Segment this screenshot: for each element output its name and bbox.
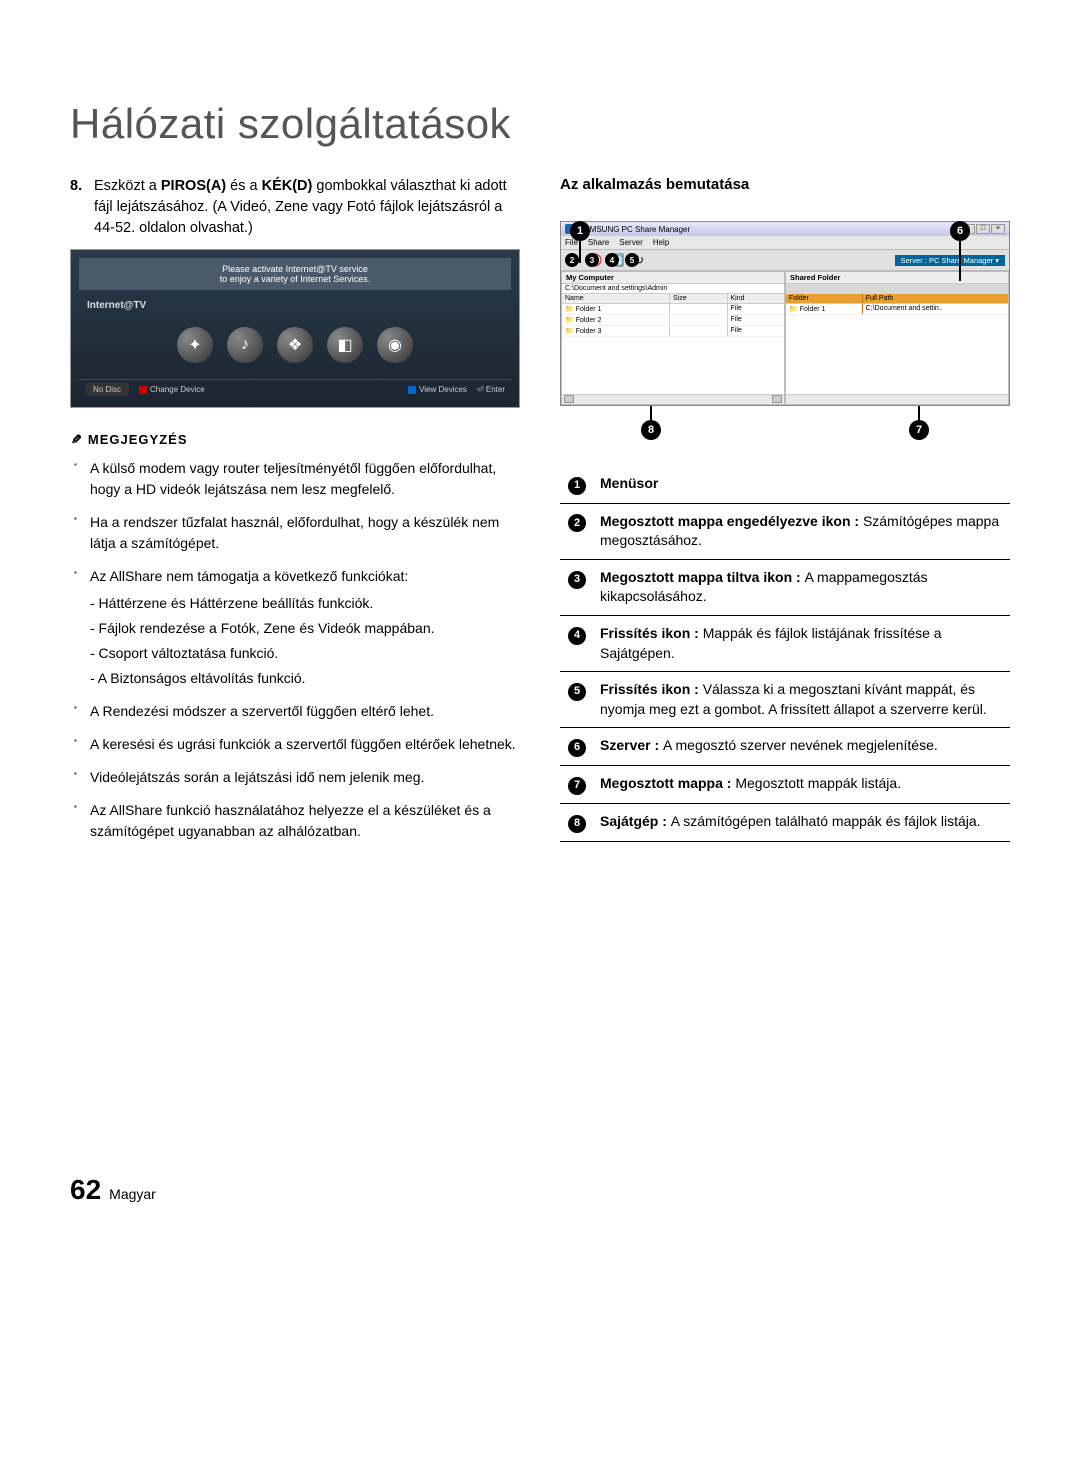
internet-tv-label: Internet@TV [79,296,511,315]
my-computer-panel: My Computer C:\Document and settings\Adm… [561,271,785,405]
legend-table: 1Menüsor2Megosztott mappa engedélyezve i… [560,466,1010,842]
no-disc-label: No Disc [85,383,129,396]
panel-head-left: My Computer [566,273,614,282]
callout-6: 6 [950,221,970,241]
enter-label: ⏎ Enter [477,385,505,394]
note-item: Az AllShare nem támogatja a következő fu… [70,566,520,689]
note-item: Ha a rendszer tűzfalat használ, előfordu… [70,512,520,554]
file-row[interactable]: Folder 2File [562,315,784,326]
app-title: SAMSUNG PC Share Manager [579,225,690,234]
menu-server[interactable]: Server [619,238,643,247]
shared-row[interactable]: Folder 1C:\Document and settin.. [786,304,1008,315]
legend-number: 1 [568,477,586,495]
maximize-icon[interactable]: □ [976,224,990,234]
callout-5: 5 [625,253,639,267]
legend-number: 6 [568,739,586,757]
tv-screenshot: Please activate Internet@TV service to e… [70,249,520,408]
tv-service-icon: ♪ [227,327,263,363]
step-text: Eszközt a PIROS(A) és a KÉK(D) gombokkal… [94,176,520,239]
col-kind[interactable]: Kind [728,294,785,303]
menu-share[interactable]: Share [588,238,609,247]
note-item: Videólejátszás során a lejátszási idő ne… [70,767,520,788]
legend-number: 2 [568,514,586,532]
app-menubar: File Share Server Help [561,236,1009,250]
col-path[interactable]: Full Path [863,294,1008,303]
note-item: Az AllShare funkció használatához helyez… [70,800,520,842]
tv-banner: Please activate Internet@TV service to e… [79,258,511,290]
note-heading: MEGJEGYZÉS [70,432,520,448]
panel-head-right: Shared Folder [790,273,840,282]
right-heading: Az alkalmazás bemutatása [560,176,1010,193]
app-titlebar: SAMSUNG PC Share Manager − □ × [561,222,1009,236]
app-window: SAMSUNG PC Share Manager − □ × File Shar… [560,221,1010,406]
legend-row: 2Megosztott mappa engedélyezve ikon : Sz… [560,503,1010,559]
legend-row: 6Szerver : A megosztó szerver nevének me… [560,728,1010,766]
tv-icon-row: ✦ ♪ ❖ ◧ ◉ [79,315,511,379]
tv-service-icon: ◉ [377,327,413,363]
legend-row: 3Megosztott mappa tiltva ikon : A mappam… [560,559,1010,615]
sub-item: - Csoport változtatása funkció. [90,643,520,664]
sub-item: - A Biztonságos eltávolítás funkció. [90,668,520,689]
path-bar[interactable]: C:\Document and settings\Admin [562,284,784,294]
tv-service-icon: ❖ [277,327,313,363]
menu-help[interactable]: Help [653,238,669,247]
scroll-left-icon[interactable] [564,395,574,403]
legend-number: 3 [568,571,586,589]
close-icon[interactable]: × [991,224,1005,234]
note-item: A külső modem vagy router teljesítményét… [70,458,520,500]
col-size[interactable]: Size [670,294,728,303]
legend-number: 7 [568,777,586,795]
page-number: 62 [70,1174,101,1206]
callout-7: 7 [909,420,929,440]
scroll-right-icon[interactable] [772,395,782,403]
callout-8: 8 [641,420,661,440]
callout-1: 1 [570,221,590,241]
callout-3: 3 [585,253,599,267]
app-figure: 1 6 SAMSUNG PC Share Manager − □ × [560,221,1010,442]
step-8: 8. Eszközt a PIROS(A) és a KÉK(D) gombok… [70,176,520,239]
sub-item: - Fájlok rendezése a Fotók, Zene és Vide… [90,618,520,639]
legend-number: 4 [568,627,586,645]
view-devices-label: View Devices [408,385,467,394]
callout-2: 2 [565,253,579,267]
legend-number: 5 [568,683,586,701]
legend-number: 8 [568,815,586,833]
change-device-label: Change Device [139,385,205,394]
page-language: Magyar [109,1186,156,1202]
sub-item: - Háttérzene és Háttérzene beállítás fun… [90,593,520,614]
tv-footer: No Disc Change Device View Devices ⏎ Ent… [79,379,511,399]
col-folder[interactable]: Folder [786,294,863,303]
tv-service-icon: ◧ [327,327,363,363]
callout-4: 4 [605,253,619,267]
legend-row: 7Megosztott mappa : Megosztott mappák li… [560,766,1010,804]
shared-folder-panel: Shared Folder . Folder Full Path Folder … [785,271,1009,405]
legend-row: 4Frissítés ikon : Mappák és fájlok listá… [560,616,1010,672]
file-row[interactable]: Folder 3File [562,326,784,337]
note-item: A keresési és ugrási funkciók a szervert… [70,734,520,755]
note-item: A Rendezési módszer a szervertől függően… [70,701,520,722]
page-title: Hálózati szolgáltatások [70,100,1010,148]
tv-service-icon: ✦ [177,327,213,363]
file-row[interactable]: Folder 1File [562,304,784,315]
legend-row: 5Frissítés ikon : Válassza ki a megoszta… [560,672,1010,728]
step-number: 8. [70,176,88,239]
col-name[interactable]: Name [562,294,670,303]
server-label[interactable]: Server : PC Share Manager ▾ [895,255,1005,266]
legend-row: 1Menüsor [560,466,1010,503]
legend-row: 8Sajátgép : A számítógépen található map… [560,803,1010,841]
note-list: A külső modem vagy router teljesítményét… [70,458,520,842]
page-footer: 62 Magyar [70,1174,1010,1206]
